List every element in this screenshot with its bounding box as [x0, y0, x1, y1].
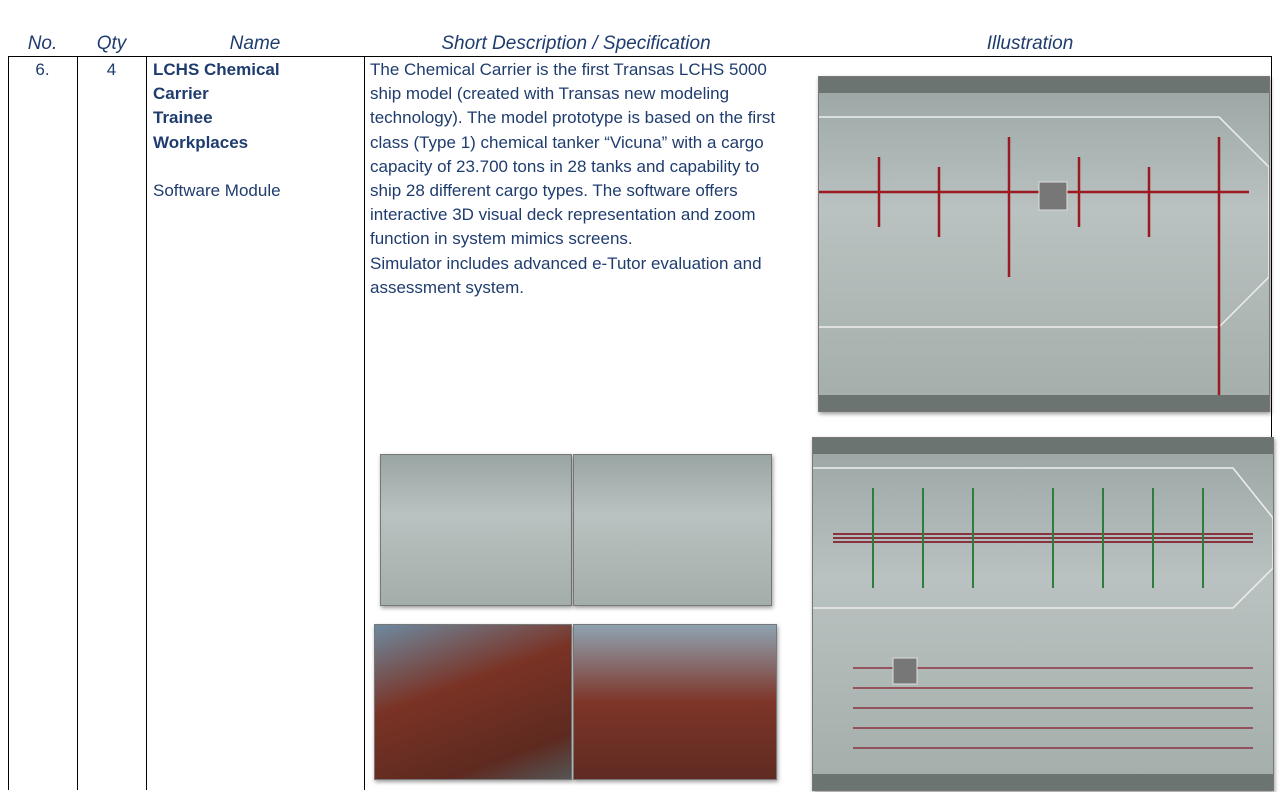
header-cell: Short Description / Specification — [441, 33, 711, 54]
name-line: Trainee — [153, 108, 213, 128]
header-cell: Illustration — [986, 33, 1074, 54]
diagram-art — [813, 438, 1273, 790]
name-line: Workplaces — [153, 132, 249, 152]
qty-cell: 4 — [106, 60, 117, 79]
rule — [77, 56, 78, 790]
header-cell: Qty — [96, 33, 127, 54]
module: Software Module — [153, 180, 281, 200]
screenshot — [812, 437, 1274, 791]
description-paragraph: The Chemical Carrier is the first Transa… — [370, 60, 776, 249]
document-table: No. Qty Name Short Description / Specifi… — [8, 30, 1274, 791]
rule — [364, 56, 365, 790]
screenshot — [573, 454, 772, 606]
screenshot — [380, 454, 572, 606]
rule — [8, 56, 1272, 57]
name-line: LCHS Chemical — [153, 60, 280, 79]
name-line: Carrier — [153, 84, 209, 104]
no-cell: 6. — [35, 60, 50, 79]
header-cell: No. — [27, 33, 58, 54]
rule — [8, 56, 9, 790]
screenshot — [818, 76, 1270, 412]
header-cell: Name — [229, 33, 281, 54]
name: LCHS Chemical Carrier Trainee Workplaces — [153, 58, 363, 155]
name-cell: LCHS Chemical Carrier Trainee Workplaces So… — [153, 58, 363, 203]
rule — [146, 56, 147, 790]
screenshot — [374, 624, 572, 780]
diagram-art — [819, 77, 1269, 411]
rule — [1271, 56, 1272, 790]
description-cell: The Chemical Carrier is the first Transa… — [370, 58, 782, 300]
description-paragraph: Simulator includes advanced e-Tutor eval… — [370, 253, 762, 297]
screenshot — [573, 624, 777, 780]
